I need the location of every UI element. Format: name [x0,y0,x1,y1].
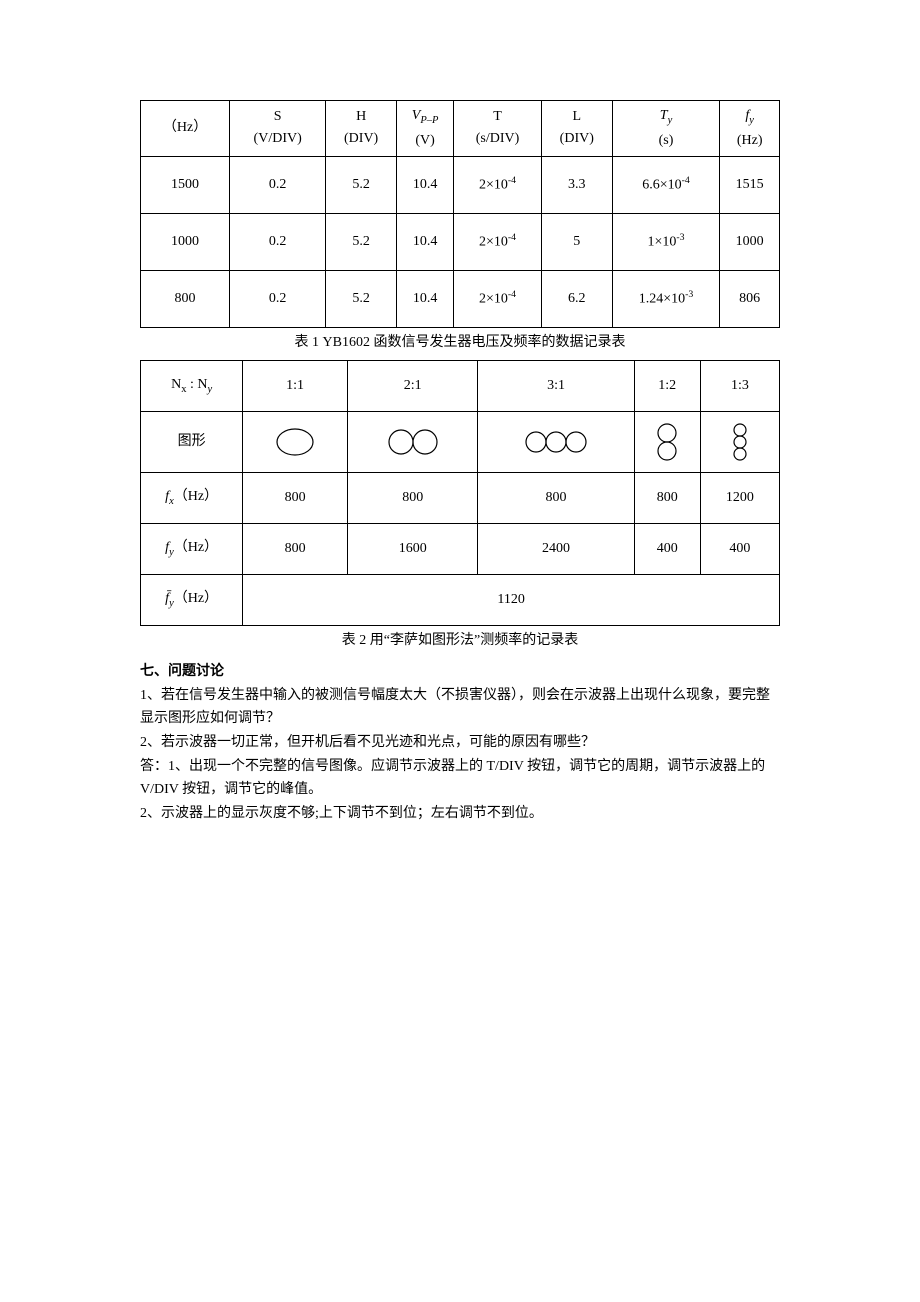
discussion-q2: 2、若示波器一切正常，但开机后看不见光迹和光点，可能的原因有哪些？ [140,732,780,754]
t2-cell: 1200 [700,473,779,524]
t2-cell: 1:1 [243,361,348,412]
t2-label-fy: fy（Hz） [141,524,243,575]
t1-cell: 5.2 [326,270,397,327]
t1-cell: 6.2 [541,270,612,327]
t1-cell: 1.24×10-3 [612,270,720,327]
t1-cell: 0.2 [230,213,326,270]
table-1-row: 1000 0.2 5.2 10.4 2×10-4 5 1×10-3 1000 [141,213,780,270]
lissajous-icon [524,430,588,454]
t2-cell: 1:3 [700,361,779,412]
t1-cell: 6.6×10-4 [612,156,720,213]
t1-cell: 3.3 [541,156,612,213]
t2-shape-cell [478,412,634,473]
t2-row-shapes: 图形 [141,412,780,473]
t1-cell: 2×10-4 [454,213,542,270]
table-2-caption: 表 2 用“李萨如图形法”测频率的记录表 [140,630,780,652]
t2-row-fy: fy（Hz） 800 1600 2400 400 400 [141,524,780,575]
t2-cell: 1:2 [634,361,700,412]
table-1-signal-generator: （Hz） S(V/DIV) H(DIV) VP–P(V) T(s/DIV) L(… [140,100,780,328]
table-1-row: 1500 0.2 5.2 10.4 2×10-4 3.3 6.6×10-4 15… [141,156,780,213]
t1-cell: 1500 [141,156,230,213]
t2-row-fx: fx（Hz） 800 800 800 800 1200 [141,473,780,524]
t1-h-l: L(DIV) [541,101,612,157]
discussion-a2: 2、示波器上的显示灰度不够;上下调节不到位；左右调节不到位。 [140,803,780,825]
t1-cell: 10.4 [397,270,454,327]
t1-cell: 10.4 [397,213,454,270]
t2-label-shape: 图形 [141,412,243,473]
t2-row-avg: f̄y（Hz） 1120 [141,575,780,626]
t1-h-hz: （Hz） [141,101,230,157]
t2-avg-cell: 1120 [243,575,780,626]
lissajous-icon [387,428,439,456]
t2-cell: 2400 [478,524,634,575]
t1-cell: 1000 [720,213,780,270]
t1-h-ty: Ty(s) [612,101,720,157]
table-1-header: （Hz） S(V/DIV) H(DIV) VP–P(V) T(s/DIV) L(… [141,101,780,157]
discussion-q1: 1、若在信号发生器中输入的被测信号幅度太大（不损害仪器），则会在示波器上出现什么… [140,685,780,730]
discussion-a1: 答：1、出现一个不完整的信号图像。应调节示波器上的 T/DIV 按钮，调节它的周… [140,756,780,801]
t1-cell: 5.2 [326,213,397,270]
table-1-row: 800 0.2 5.2 10.4 2×10-4 6.2 1.24×10-3 80… [141,270,780,327]
t1-cell: 5.2 [326,156,397,213]
table-2-lissajous: Nx : Ny 1:1 2:1 3:1 1:2 1:3 图形 fx（Hz） 80… [140,360,780,626]
lissajous-icon [275,427,315,457]
t2-shape-cell [700,412,779,473]
t2-cell: 2:1 [348,361,478,412]
t2-label-ratio: Nx : Ny [141,361,243,412]
t1-h-h: H(DIV) [326,101,397,157]
t2-cell: 400 [700,524,779,575]
t2-cell: 800 [634,473,700,524]
t2-label-avg: f̄y（Hz） [141,575,243,626]
t1-cell: 1000 [141,213,230,270]
t2-shape-cell [348,412,478,473]
discussion-heading: 七、问题讨论 [140,661,780,683]
t1-cell: 800 [141,270,230,327]
t2-row-ratio: Nx : Ny 1:1 2:1 3:1 1:2 1:3 [141,361,780,412]
t2-cell: 800 [478,473,634,524]
t1-cell: 5 [541,213,612,270]
t1-cell: 2×10-4 [454,156,542,213]
t1-cell: 0.2 [230,156,326,213]
t1-cell: 2×10-4 [454,270,542,327]
t2-cell: 800 [348,473,478,524]
t2-shape-cell [243,412,348,473]
t2-shape-cell [634,412,700,473]
t1-cell: 10.4 [397,156,454,213]
t2-cell: 1600 [348,524,478,575]
t2-cell: 3:1 [478,361,634,412]
lissajous-icon [656,422,678,462]
t1-cell: 806 [720,270,780,327]
t2-cell: 400 [634,524,700,575]
t2-cell: 800 [243,473,348,524]
lissajous-icon [732,422,748,462]
t2-label-fx: fx（Hz） [141,473,243,524]
t1-h-t: T(s/DIV) [454,101,542,157]
t1-cell: 0.2 [230,270,326,327]
t1-h-fy: fy(Hz) [720,101,780,157]
t1-cell: 1×10-3 [612,213,720,270]
t2-cell: 800 [243,524,348,575]
t1-h-s: S(V/DIV) [230,101,326,157]
table-1-caption: 表 1 YB1602 函数信号发生器电压及频率的数据记录表 [140,332,780,354]
t1-h-vpp: VP–P(V) [397,101,454,157]
t1-cell: 1515 [720,156,780,213]
